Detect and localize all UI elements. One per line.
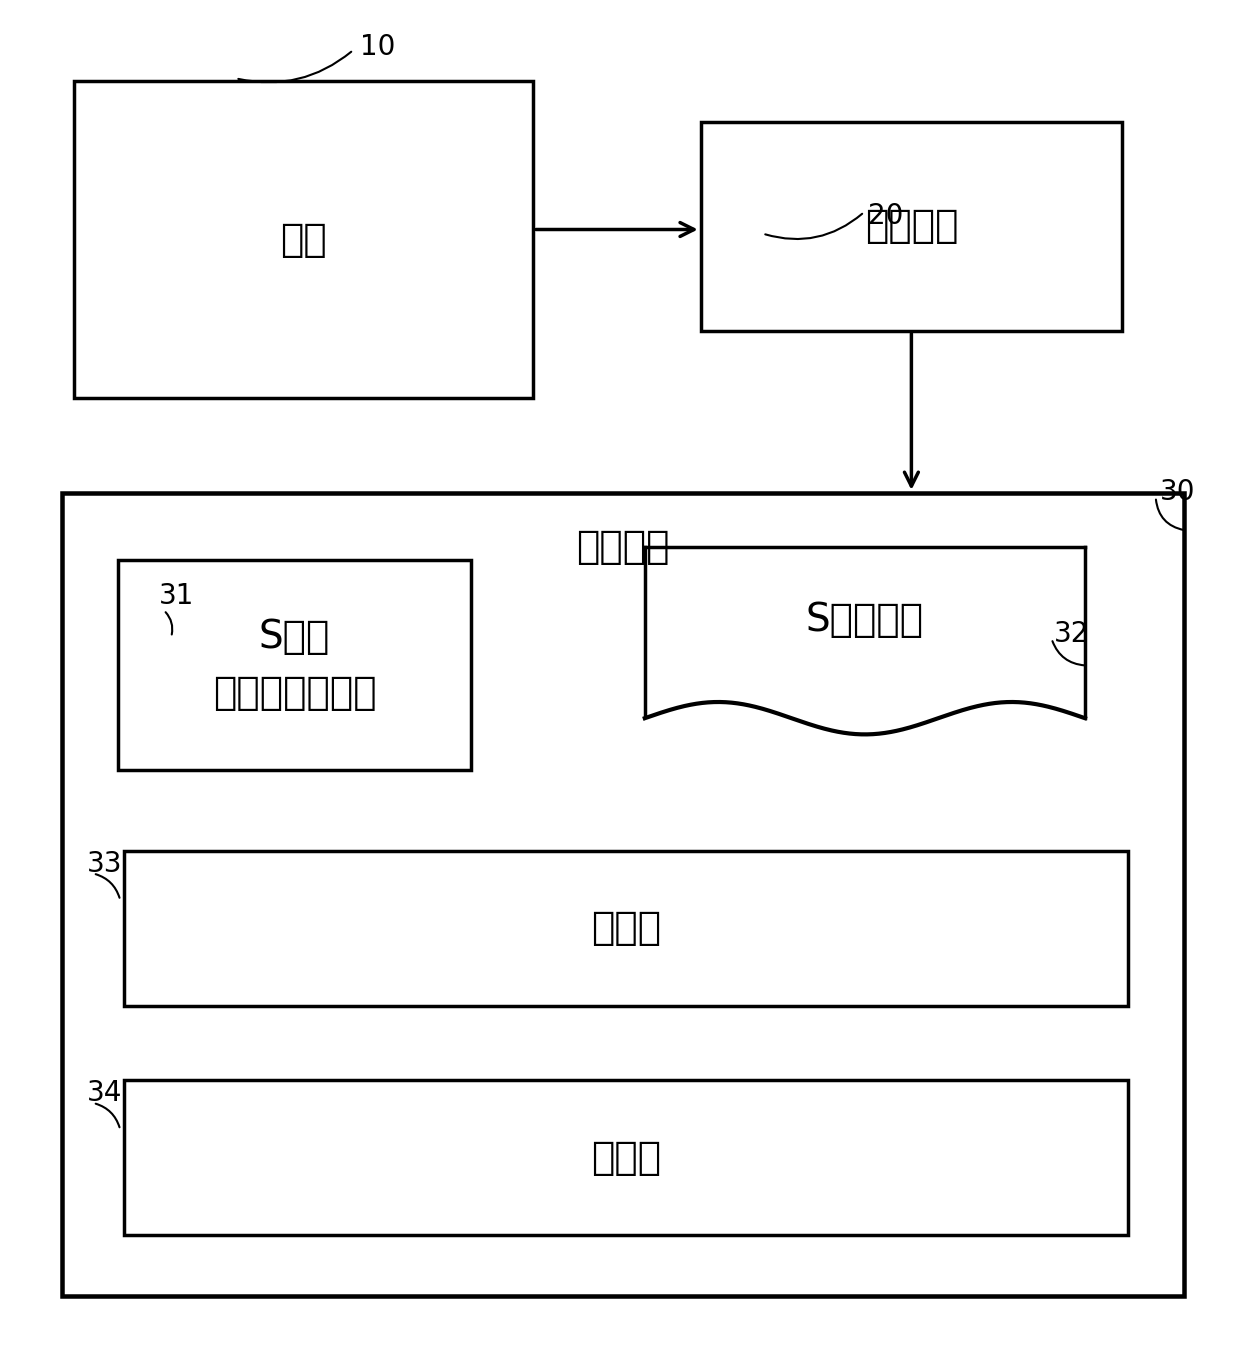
FancyBboxPatch shape: [62, 493, 1184, 1296]
Text: 计算装置: 计算装置: [577, 528, 670, 566]
Text: 31: 31: [159, 582, 195, 610]
Text: 30: 30: [1159, 478, 1195, 506]
Text: 量测仪器: 量测仪器: [864, 207, 959, 246]
Text: 32: 32: [1054, 620, 1090, 648]
Text: S参数文件: S参数文件: [806, 601, 924, 639]
FancyBboxPatch shape: [124, 850, 1128, 1006]
FancyBboxPatch shape: [118, 560, 471, 770]
Text: 电路: 电路: [280, 220, 327, 259]
Text: 10: 10: [360, 32, 396, 61]
Text: 存储器: 存储器: [591, 1138, 661, 1177]
FancyBboxPatch shape: [645, 547, 1085, 718]
FancyBboxPatch shape: [74, 81, 533, 398]
Text: 处理器: 处理器: [591, 909, 661, 948]
Text: 33: 33: [87, 849, 123, 878]
Text: S参数
无源性分析系统: S参数 无源性分析系统: [213, 618, 376, 711]
Text: 34: 34: [87, 1079, 123, 1107]
FancyBboxPatch shape: [701, 122, 1122, 331]
FancyBboxPatch shape: [124, 1080, 1128, 1235]
Text: 20: 20: [868, 201, 904, 230]
